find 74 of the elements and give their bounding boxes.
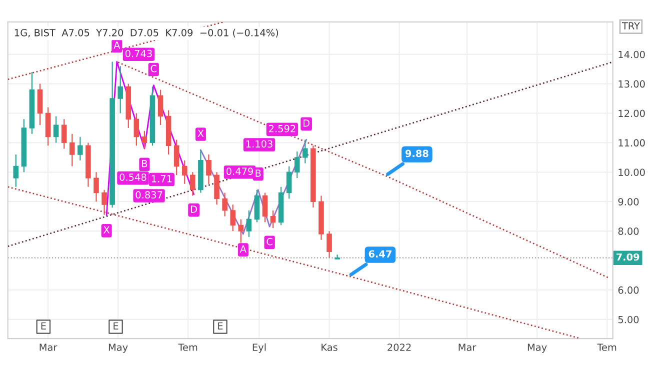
annotation: 0.548 bbox=[120, 174, 146, 181]
candlestick bbox=[262, 192, 268, 223]
candlestick bbox=[214, 172, 220, 206]
x-tick-label: Eyl bbox=[252, 343, 266, 353]
x-tick-label: Mar bbox=[40, 344, 58, 351]
x-tick-label: May bbox=[108, 344, 128, 353]
data-label: X bbox=[198, 130, 204, 137]
y-tick-label: 5.00 bbox=[618, 316, 639, 324]
candlestick bbox=[294, 150, 300, 179]
candlestick bbox=[45, 106, 51, 146]
y-tick-label: 12.00 bbox=[618, 110, 645, 118]
data-label: X bbox=[104, 226, 110, 234]
x-tick-label: Mar bbox=[458, 344, 476, 351]
candlestick bbox=[53, 116, 59, 144]
data-label: E bbox=[218, 322, 223, 330]
candlestick bbox=[270, 210, 276, 229]
x-tick-label: Kas bbox=[322, 344, 338, 351]
y-tick-label: 11.00 bbox=[618, 139, 645, 147]
candlestick bbox=[254, 189, 260, 223]
candlestick bbox=[222, 192, 228, 217]
annotation: 0.743 bbox=[125, 50, 152, 58]
annotation: 2.592 bbox=[268, 124, 296, 132]
data-label: C bbox=[266, 238, 272, 246]
data-label: A bbox=[114, 41, 120, 49]
x-tick-label: Tem bbox=[178, 344, 198, 351]
candlestick bbox=[326, 230, 332, 258]
annotation: 1.103 bbox=[246, 140, 272, 148]
data-label: B bbox=[142, 160, 148, 168]
candlestick bbox=[206, 154, 212, 184]
data-label: 6.47 bbox=[368, 250, 392, 258]
candlestick bbox=[118, 66, 123, 114]
y-tick-label: 6.00 bbox=[618, 286, 639, 294]
data-label: E bbox=[114, 322, 118, 330]
candlestick bbox=[61, 118, 67, 150]
ref-line-label: 7.09 bbox=[616, 253, 640, 261]
candlestick bbox=[102, 189, 107, 216]
data-label: D bbox=[304, 120, 310, 127]
candlestick bbox=[286, 166, 292, 200]
data-label: 9.88 bbox=[405, 150, 428, 158]
candlestick bbox=[190, 172, 196, 196]
candlestick bbox=[142, 130, 148, 150]
annotation: 0.837 bbox=[136, 191, 162, 199]
y-axis-title: TRY bbox=[622, 22, 640, 30]
annotation: 1.71 bbox=[152, 175, 172, 182]
candlestick bbox=[37, 83, 43, 126]
data-label: C bbox=[150, 64, 156, 72]
x-tick-label: 2022 bbox=[388, 344, 411, 351]
candlestick bbox=[238, 218, 244, 244]
data-label: A bbox=[240, 245, 246, 252]
y-tick-label: 14.00 bbox=[618, 50, 645, 58]
candlestick bbox=[78, 136, 83, 161]
y-tick-label: 9.00 bbox=[618, 198, 639, 206]
y-tick-label: 10.00 bbox=[618, 168, 645, 176]
candlestick bbox=[174, 139, 180, 176]
candlestick bbox=[69, 133, 75, 167]
x-tick-label: Tem bbox=[597, 344, 616, 351]
candlestick bbox=[246, 210, 252, 238]
data-label: E bbox=[41, 322, 46, 330]
candlestick bbox=[182, 160, 188, 184]
y-tick-label: 8.00 bbox=[618, 228, 639, 235]
data-label: D bbox=[191, 206, 197, 213]
y-tick-label: 13.00 bbox=[618, 80, 645, 88]
text: 1G, BIST A7.05 Y7.20 D7.05 K7.09 −0.01 (−0.14%) bbox=[14, 28, 278, 38]
candlestick bbox=[334, 254, 340, 260]
candlestick bbox=[13, 154, 19, 188]
line-series bbox=[200, 139, 307, 235]
data-label: B bbox=[256, 170, 261, 177]
candlestick bbox=[230, 204, 236, 232]
candlestick bbox=[302, 139, 308, 164]
annotation: 0.479 bbox=[226, 168, 253, 175]
candlestick bbox=[94, 172, 99, 202]
candlestick bbox=[158, 89, 164, 126]
candlestick bbox=[134, 112, 140, 146]
x-tick-label: May bbox=[528, 344, 547, 353]
